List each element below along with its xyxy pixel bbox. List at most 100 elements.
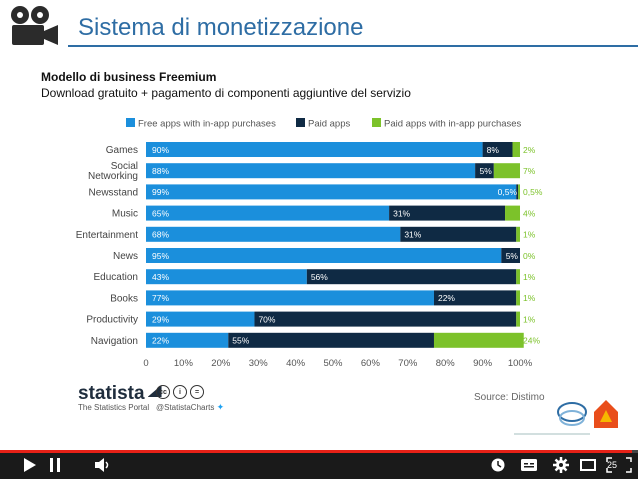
data-label-2-3: 4% [523, 208, 536, 218]
data-label-1-9: 55% [232, 336, 249, 346]
category-label-6-0: Education [94, 272, 138, 283]
data-label-2-0: 2% [523, 145, 536, 155]
bar-1-2 [516, 184, 519, 200]
data-label-1-7: 22% [438, 293, 455, 303]
legend-label-1: Paid apps [308, 119, 351, 130]
data-label-2-1: 7% [523, 166, 536, 176]
bar-1-5 [501, 248, 520, 263]
title-divider [68, 45, 638, 47]
settings-button[interactable] [552, 457, 570, 473]
fullscreen-icon [606, 457, 632, 473]
bar-0-9 [146, 332, 229, 348]
x-tick-label-8: 80% [436, 358, 456, 369]
category-label-0-0: Games [106, 145, 138, 156]
creative-commons-icons: cc i = [156, 385, 204, 399]
bar-2-4 [516, 226, 520, 242]
category-label-4-0: Entertainment [76, 230, 138, 241]
bar-1-0 [482, 142, 513, 157]
cc-icon: cc [156, 385, 170, 399]
bar-0-0 [146, 142, 483, 157]
data-label-1-6: 56% [311, 272, 328, 282]
play-icon [24, 458, 36, 472]
fullscreen-button[interactable] [605, 457, 633, 473]
data-label-1-1: 5% [480, 166, 493, 176]
x-tick-label-10: 100% [508, 358, 533, 369]
bar-2-1 [493, 163, 520, 179]
captions-icon [521, 459, 537, 471]
bar-0-7 [146, 290, 434, 306]
data-label-0-7: 77% [152, 293, 169, 303]
category-label-5-0: News [113, 251, 138, 262]
bar-2-6 [516, 269, 520, 285]
bar-0-1 [146, 163, 476, 179]
x-tick-label-9: 90% [473, 358, 493, 369]
bar-2-9 [433, 332, 524, 348]
chart-source: Source: Distimo [474, 392, 545, 403]
legend-swatch-2 [372, 118, 381, 127]
data-label-0-2: 99% [152, 187, 169, 197]
category-label-1-0: Social [111, 161, 138, 172]
bar-2-0 [512, 142, 520, 157]
data-label-0-4: 68% [152, 230, 169, 240]
data-label-0-8: 29% [152, 314, 169, 324]
bar-2-8 [516, 311, 520, 327]
data-label-1-4: 31% [404, 230, 421, 240]
page-title: Sistema di monetizzazione [78, 14, 364, 41]
data-label-0-9: 22% [152, 336, 169, 346]
slide: Sistema di monetizzazione Modello di bus… [11, 6, 638, 435]
pause-button[interactable] [48, 457, 62, 473]
data-label-2-4: 1% [523, 230, 536, 240]
data-label-2-8: 1% [523, 314, 536, 324]
gear-icon [553, 457, 569, 473]
movie-camera-icon [11, 6, 58, 45]
data-label-0-3: 65% [152, 208, 169, 218]
captions-button[interactable] [520, 457, 538, 473]
watch-later-button[interactable] [490, 457, 506, 473]
category-label-1-1: Networking [88, 171, 138, 182]
x-tick-label-1: 10% [174, 358, 194, 369]
bar-1-9 [228, 332, 434, 348]
play-button[interactable] [22, 457, 38, 473]
bar-2-3 [505, 205, 520, 221]
x-tick-label-4: 40% [286, 358, 306, 369]
bar-0-4 [146, 226, 401, 242]
legend-label-2: Paid apps with in-app purchases [384, 119, 522, 130]
progress-fill [0, 450, 632, 453]
category-label-2-0: Newsstand [89, 187, 138, 198]
data-label-2-9: 24% [523, 336, 540, 346]
attribution-icon: i [173, 385, 187, 399]
bar-1-8 [254, 311, 517, 327]
volume-icon [95, 458, 109, 472]
bar-0-8 [146, 311, 255, 327]
twitter-icon: ✦ [216, 402, 225, 412]
bar-2-2 [518, 184, 520, 200]
subtitle: Download gratuito + pagamento di compone… [41, 86, 411, 100]
bar-1-7 [433, 290, 517, 306]
data-label-1-3: 31% [393, 208, 410, 218]
bar-1-1 [475, 163, 494, 179]
category-label-9-0: Navigation [91, 336, 138, 347]
data-label-0-6: 43% [152, 272, 169, 282]
category-label-8-0: Productivity [86, 315, 138, 326]
data-label-2-6: 1% [523, 272, 536, 282]
data-label-1-0: 8% [487, 145, 500, 155]
subtitle-bold: Modello di business Freemium [41, 70, 217, 84]
bar-0-5 [146, 248, 502, 263]
category-label-7-0: Books [110, 293, 138, 304]
x-tick-label-2: 20% [211, 358, 231, 369]
stacked-bar-chart: Free apps with in-app purchases Paid apps… [76, 118, 543, 369]
legend-swatch-0 [126, 118, 135, 127]
bar-1-4 [400, 226, 517, 242]
statista-logo-subtext: The Statistics Portal [78, 403, 150, 412]
x-tick-label-0: 0 [143, 358, 148, 369]
x-tick-label-6: 60% [361, 358, 381, 369]
clock-icon [491, 458, 505, 472]
volume-button[interactable] [94, 457, 112, 473]
theater-mode-button[interactable] [580, 457, 596, 473]
data-label-1-8: 70% [258, 314, 275, 324]
legend-swatch-1 [296, 118, 305, 127]
data-label-1-2: 0,5% [498, 187, 518, 197]
x-tick-label-5: 50% [323, 358, 343, 369]
bar-1-6 [306, 269, 517, 285]
x-tick-label-7: 70% [398, 358, 418, 369]
